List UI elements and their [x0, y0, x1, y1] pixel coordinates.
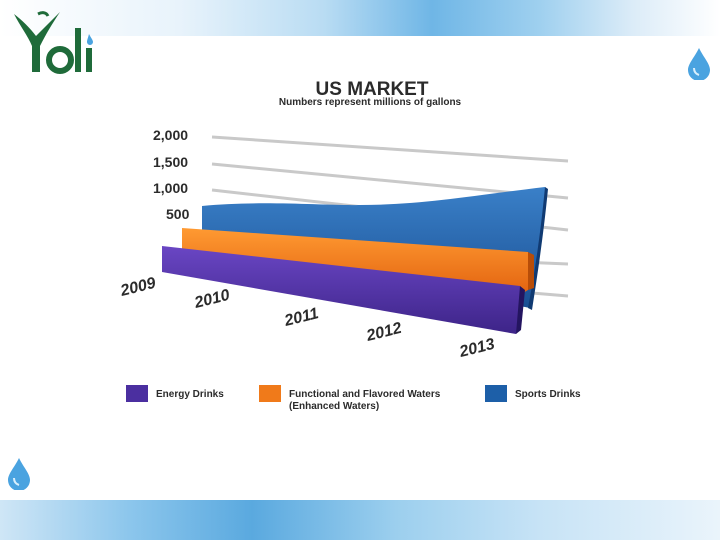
y-axis-ticks: 2,000 1,500 1,000 500 [153, 127, 190, 222]
series-energy-drinks-area [162, 246, 520, 334]
y-tick-label: 500 [166, 206, 190, 222]
legend-label-functional-waters: Functional and Flavored Waters [289, 389, 441, 400]
chart-title: US MARKET [316, 79, 429, 100]
chart-subtitle: Numbers represent millions of gallons [279, 97, 462, 108]
legend-label-functional-waters-sub: (Enhanced Waters) [289, 401, 379, 412]
series-sports-drinks-edge [528, 187, 548, 310]
x-tick-label: 2011 [282, 305, 321, 330]
legend-swatch-energy-drinks [126, 385, 148, 402]
y-tick-label: 1,000 [153, 180, 188, 196]
footer-water-band [0, 500, 720, 540]
legend-label-energy-drinks: Energy Drinks [156, 389, 224, 400]
x-tick-label: 2009 [118, 275, 158, 300]
gridline [211, 135, 569, 163]
series-energy-drinks-edge [516, 286, 525, 334]
legend-swatch-functional-waters [259, 385, 281, 402]
x-tick-label: 2012 [364, 320, 404, 345]
x-tick-label: 2010 [192, 287, 232, 312]
water-drop-icon [688, 48, 710, 80]
legend-swatch-sports-drinks [485, 385, 507, 402]
header-water-band [0, 0, 720, 36]
legend-label-sports-drinks: Sports Drinks [515, 389, 581, 400]
yoli-logo [14, 11, 93, 74]
water-drop-icon [8, 458, 30, 490]
y-tick-label: 2,000 [153, 127, 188, 143]
legend: Energy Drinks Functional and Flavored Wa… [126, 385, 581, 412]
series-functional-waters-edge [528, 252, 534, 290]
y-tick-label: 1,500 [153, 154, 188, 170]
x-tick-label: 2013 [457, 336, 497, 361]
